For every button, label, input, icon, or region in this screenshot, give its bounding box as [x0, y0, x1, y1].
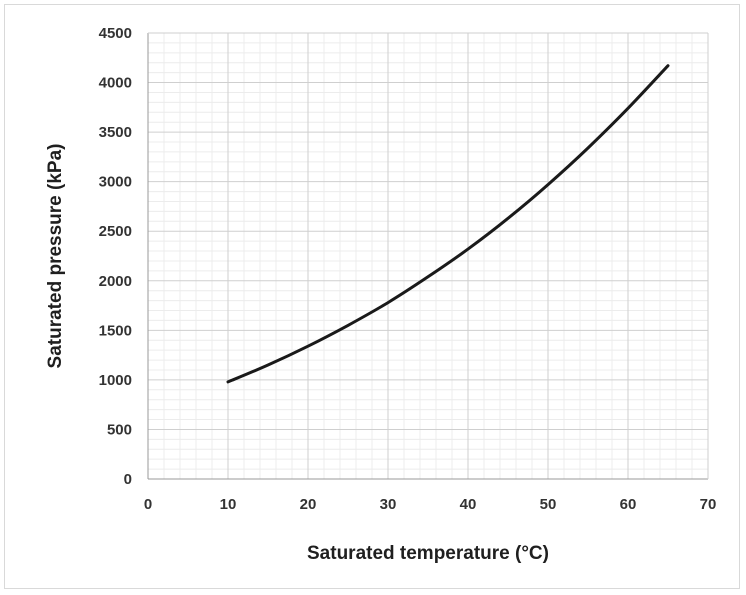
- x-tick-label: 60: [620, 496, 637, 513]
- y-tick-label: 0: [124, 471, 132, 488]
- x-tick-label: 70: [700, 496, 717, 513]
- minor-grid: [148, 33, 708, 479]
- axes: [147, 32, 709, 480]
- series-layer: [226, 64, 670, 384]
- x-tick-label: 50: [540, 496, 557, 513]
- x-axis-title: Saturated temperature (°C): [307, 543, 549, 564]
- x-tick-label: 30: [380, 496, 397, 513]
- x-tick-labels: 0 10 20 30 40 50 60 70: [144, 496, 717, 513]
- y-tick-labels: 0 500 1000 1500 2000 2500 3000 3500 4000 4500: [99, 25, 132, 488]
- y-tick-label: 3500: [99, 124, 132, 141]
- y-tick-label: 3000: [99, 174, 132, 191]
- y-tick-label: 2500: [99, 223, 132, 240]
- y-tick-label: 1000: [99, 372, 132, 389]
- x-tick-label: 10: [220, 496, 237, 513]
- y-tick-label: 2000: [99, 273, 132, 290]
- y-axis-title: Saturated pressure (kPa): [45, 144, 66, 369]
- x-tick-label: 40: [460, 496, 477, 513]
- y-tick-label: 4000: [99, 75, 132, 92]
- y-tick-label: 4500: [99, 25, 132, 42]
- y-tick-label: 1500: [99, 322, 132, 339]
- x-tick-label: 0: [144, 496, 152, 513]
- major-grid: [147, 32, 709, 480]
- x-tick-label: 20: [300, 496, 317, 513]
- y-tick-label: 500: [107, 421, 132, 438]
- pressure-curve: [226, 64, 670, 384]
